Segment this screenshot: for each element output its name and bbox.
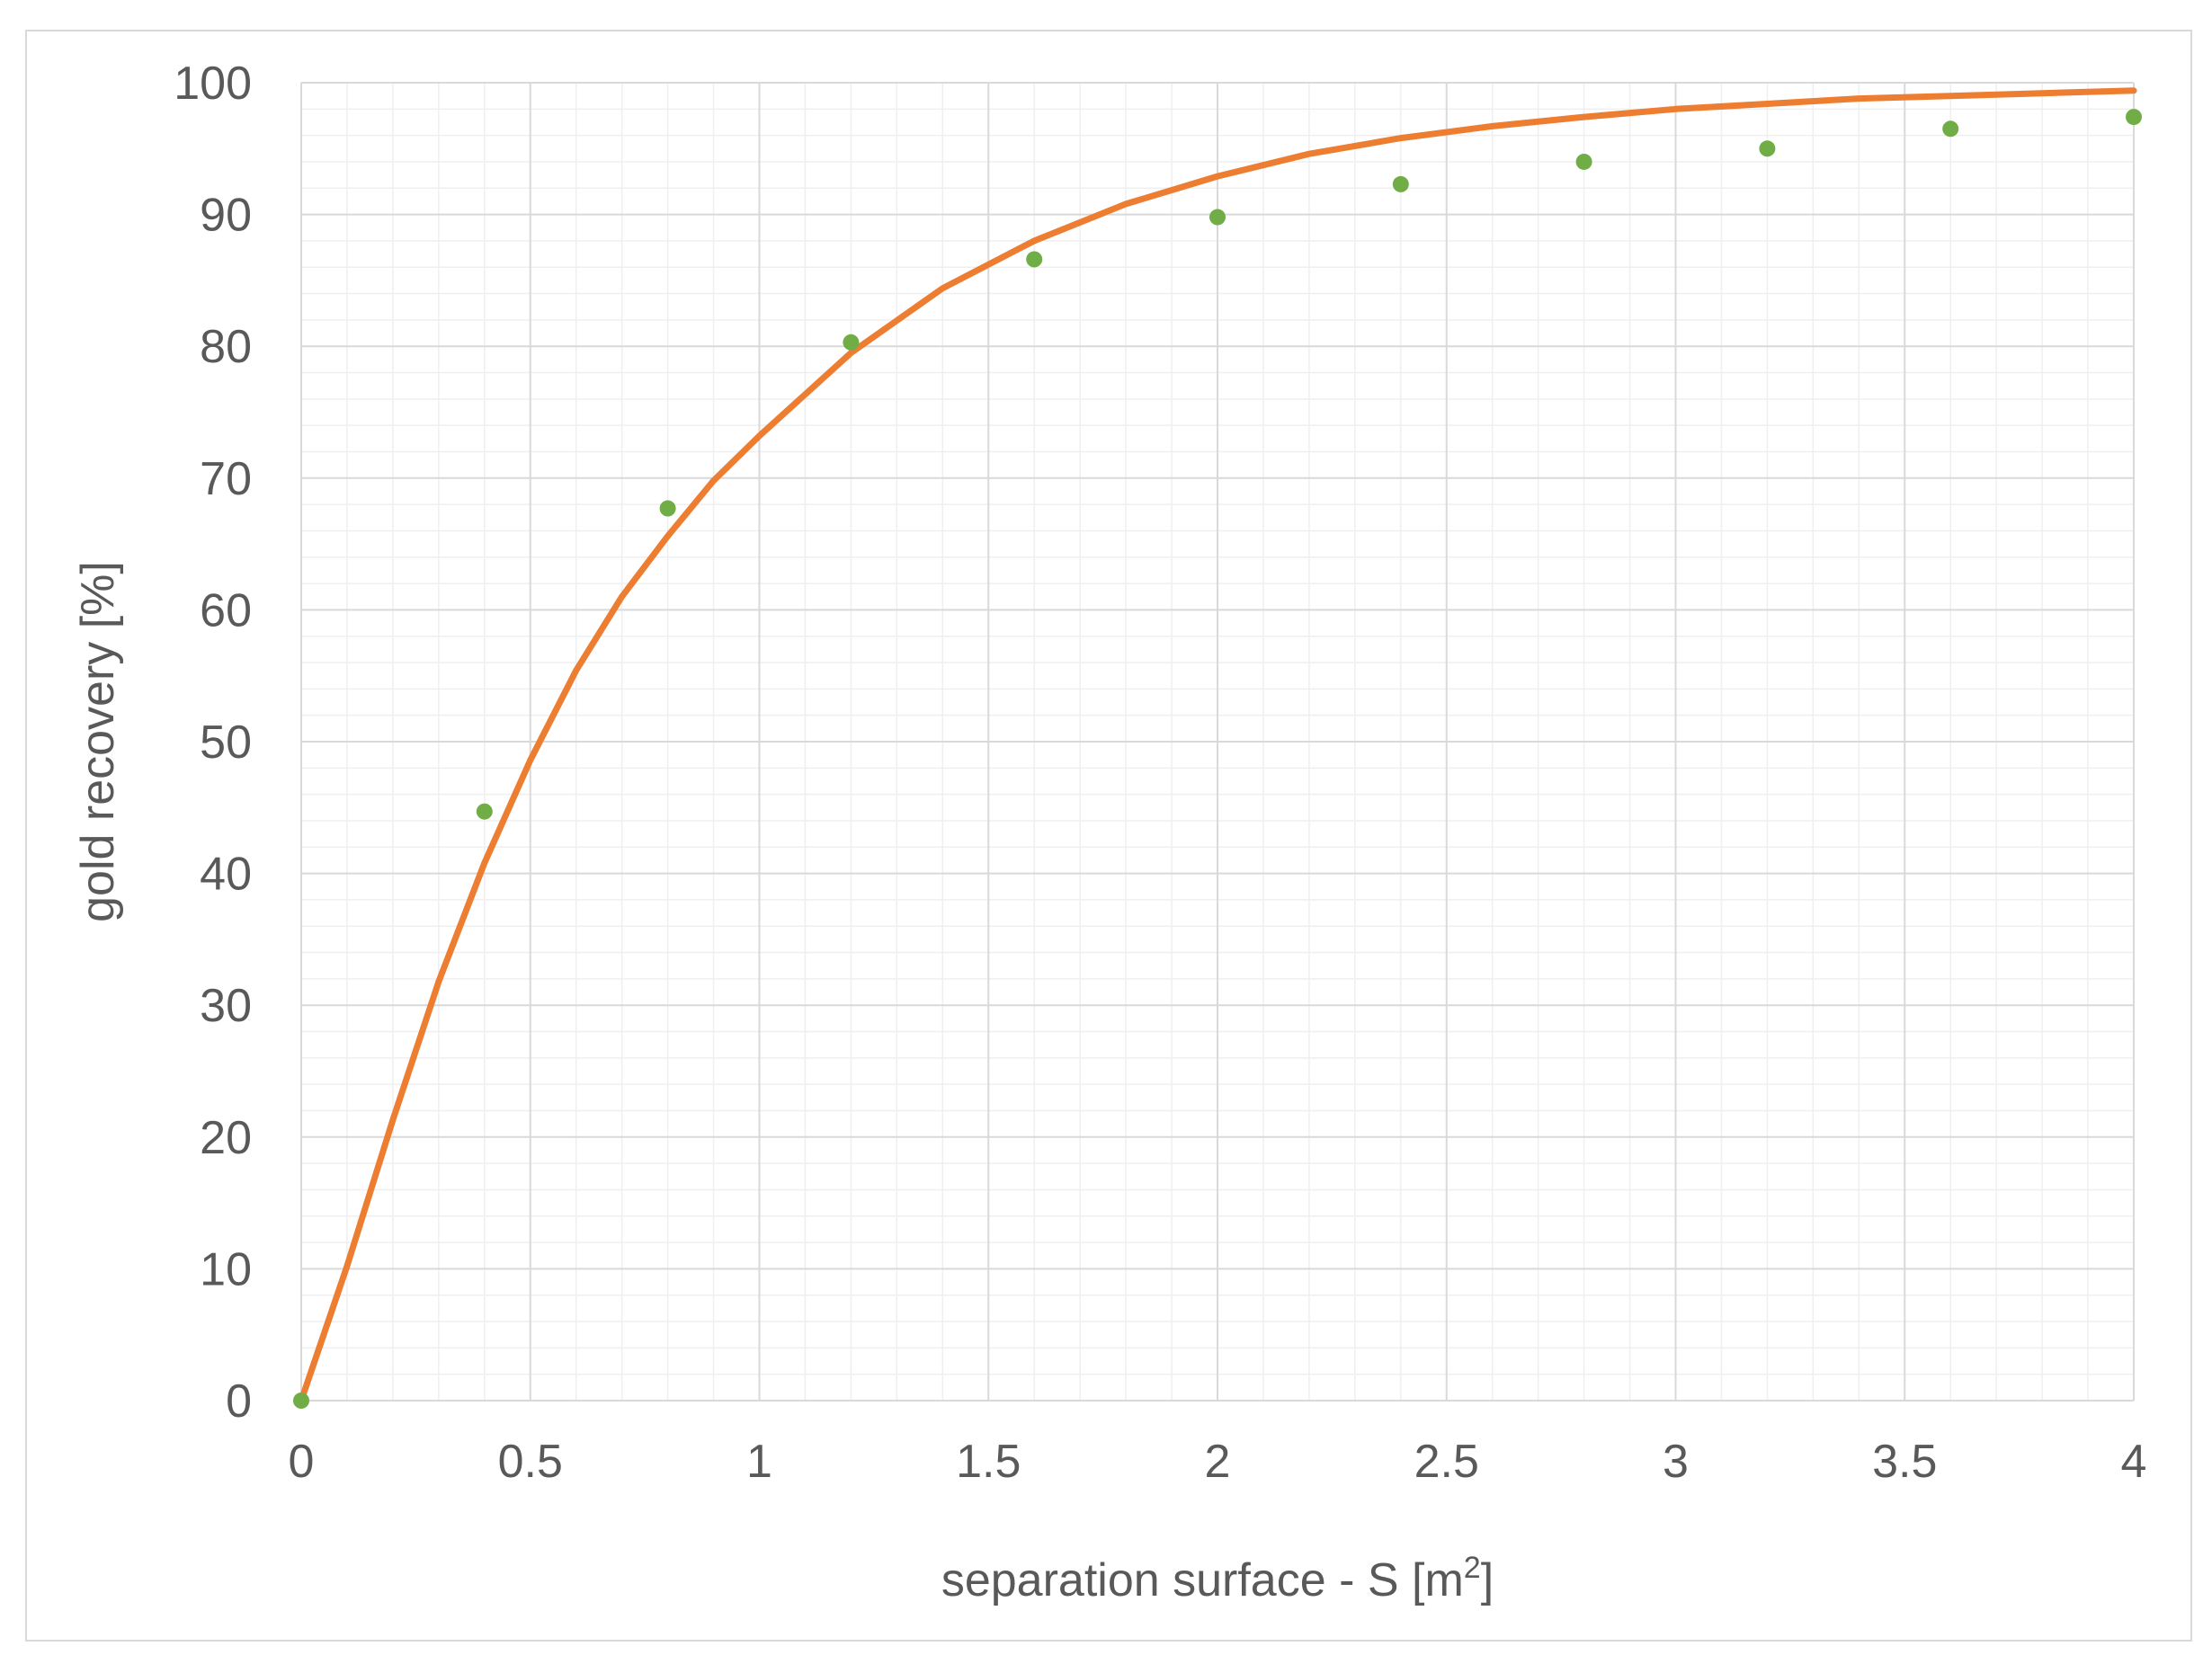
y-tick-label: 0 [226,1375,252,1428]
data-point [1209,209,1226,226]
y-tick-label: 10 [200,1243,252,1295]
x-axis-title-superscript: 2 [1464,1551,1481,1585]
x-tick-label: 3.5 [1872,1436,1937,1488]
x-tick-label: 1.5 [956,1436,1021,1488]
y-tick-label: 30 [200,980,252,1032]
series-layer [293,87,2142,1409]
data-point [1575,153,1592,170]
data-point [293,1393,309,1409]
x-axis-title: separation surface - S [m2] [941,1551,1494,1606]
x-tick-label: 3 [1663,1436,1689,1488]
y-tick-label: 20 [200,1112,252,1164]
x-tick-label: 2 [1205,1436,1231,1488]
fitted-curve-line [298,87,2137,1404]
y-tick-label: 70 [200,453,252,505]
data-point [1026,251,1043,268]
y-tick-label: 60 [200,584,252,636]
chart-area [25,30,2192,1642]
data-point [1759,140,1776,157]
x-tick-label: 0.5 [498,1436,563,1488]
data-point [1942,120,1959,138]
x-axis-title-main: separation surface - S [m [941,1554,1464,1606]
x-axis-title-end: ] [1481,1554,1494,1606]
data-point [476,803,493,820]
x-tick-label: 4 [2121,1436,2147,1488]
x-tick-label: 1 [746,1436,772,1488]
x-tick-label: 2.5 [1414,1436,1479,1488]
major-gridlines [300,82,2135,1402]
data-point [843,334,860,351]
y-tick-label: 40 [200,849,252,901]
data-point [659,500,676,517]
x-tick-label: 0 [289,1436,315,1488]
y-tick-label: 50 [200,716,252,769]
data-point [1392,175,1409,192]
y-tick-label: 100 [174,58,252,110]
y-tick-label: 80 [200,321,252,373]
data-point [2126,109,2142,126]
y-axis-title: gold recovery [%] [72,561,124,922]
y-tick-label: 90 [200,190,252,242]
